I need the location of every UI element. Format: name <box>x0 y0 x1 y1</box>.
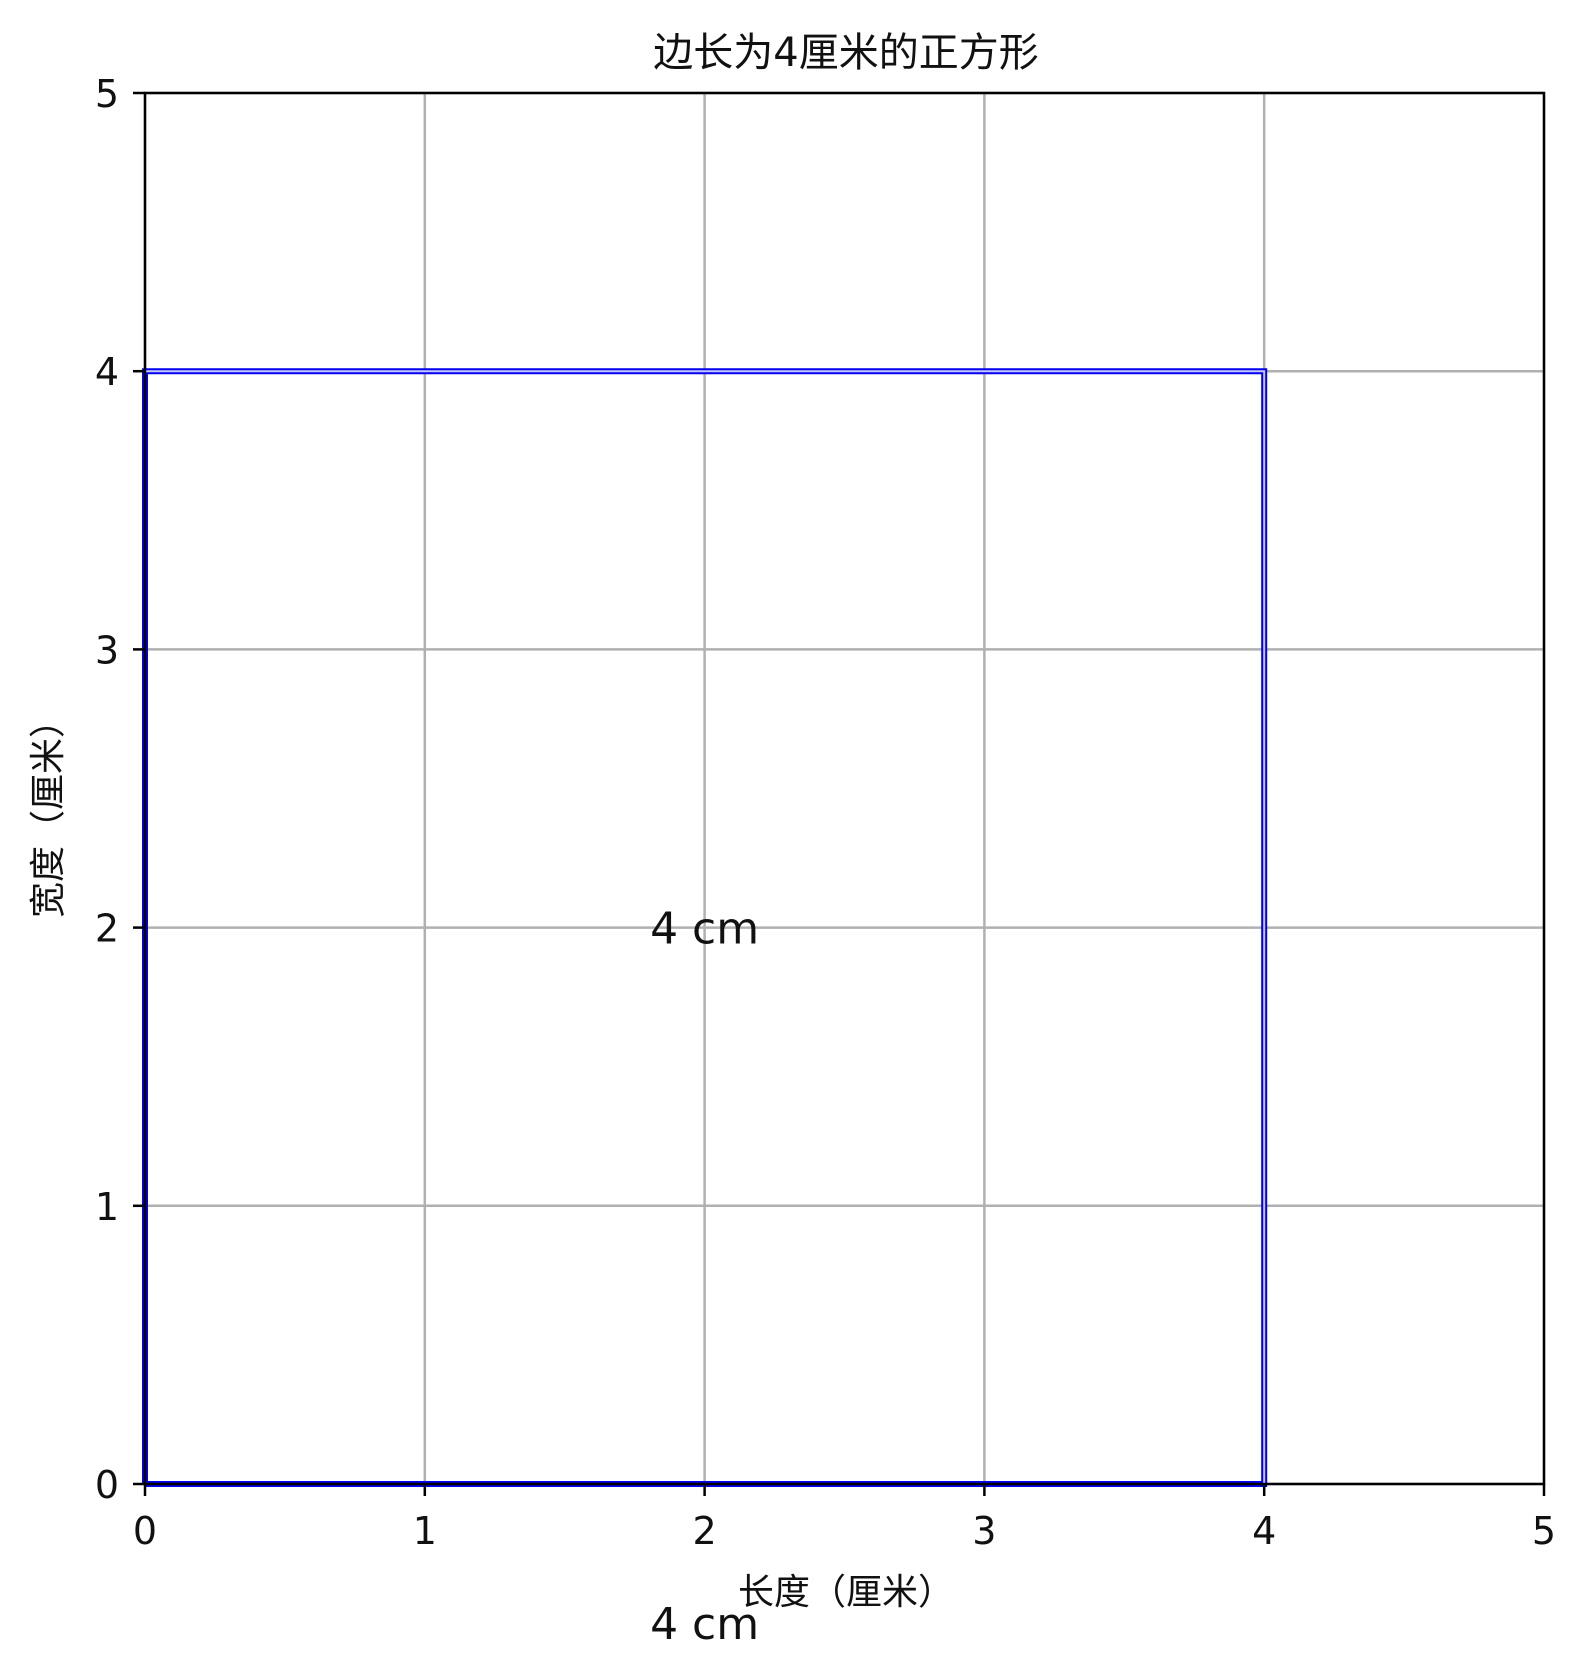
x-tick-label: 3 <box>972 1509 996 1553</box>
x-axis-label: 长度（厘米） <box>738 1572 954 1613</box>
dimension-label: 4 cm <box>650 904 759 955</box>
y-axis-label: 宽度（厘米） <box>28 702 69 918</box>
x-tick-label: 0 <box>133 1509 157 1553</box>
annotations: 4 cm 4 cm <box>650 904 759 1651</box>
plot-frame <box>143 91 1546 1486</box>
chart-title: 边长为4厘米的正方形 <box>653 30 1038 76</box>
y-tick-label: 3 <box>95 628 119 672</box>
ticks: 0 1 2 3 4 5 0 1 2 3 4 5 <box>95 72 1556 1553</box>
y-tick-label: 2 <box>95 907 119 951</box>
y-tick-label: 0 <box>95 1463 119 1507</box>
x-tick-label: 1 <box>413 1509 437 1553</box>
y-tick-label: 4 <box>95 350 119 394</box>
x-tick-label: 4 <box>1252 1509 1276 1553</box>
dimension-label: 4 cm <box>650 1599 759 1650</box>
axes <box>143 91 1546 1486</box>
x-tick-label: 2 <box>693 1509 717 1553</box>
x-tick-label: 5 <box>1532 1509 1556 1553</box>
y-tick-label: 5 <box>95 72 119 116</box>
y-tick-label: 1 <box>95 1185 119 1229</box>
